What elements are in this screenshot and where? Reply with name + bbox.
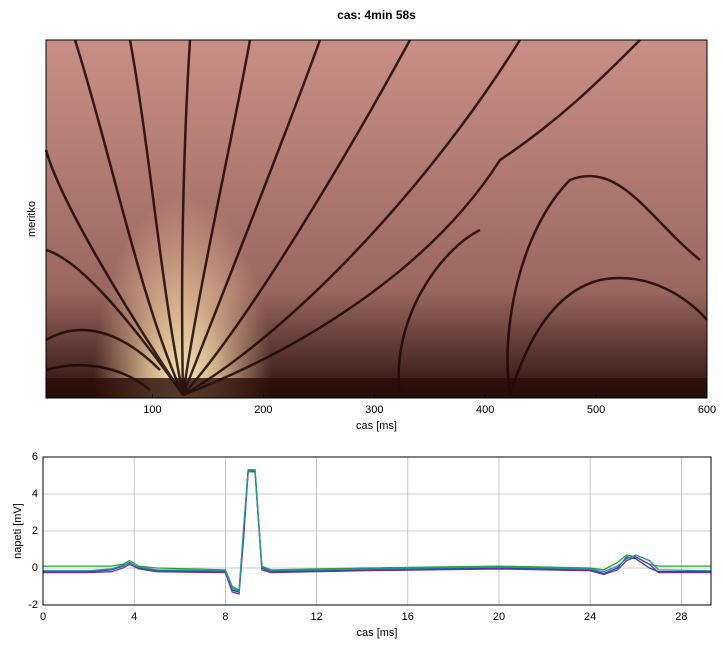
scalogram-floor bbox=[46, 378, 707, 398]
x-tick-label: 28 bbox=[675, 611, 687, 623]
x-tick-label: 12 bbox=[310, 611, 322, 623]
x-axis-label: cas [ms] bbox=[356, 420, 397, 432]
x-tick-label: 16 bbox=[402, 611, 414, 623]
line-series bbox=[43, 469, 712, 593]
y-axis-label: napeti [mV] bbox=[12, 503, 24, 559]
x-axis-label: cas [ms] bbox=[357, 627, 398, 639]
x-tick-label: 200 bbox=[254, 404, 272, 416]
scalogram bbox=[44, 39, 708, 398]
x-tick-label: 4 bbox=[131, 611, 137, 623]
axes-frame bbox=[42, 456, 712, 606]
y-tick-label: 2 bbox=[32, 525, 38, 537]
axes-frame bbox=[45, 39, 708, 399]
x-tick-label: 24 bbox=[584, 611, 596, 623]
x-tick-label: 20 bbox=[493, 611, 505, 623]
y-axis-label: meritko bbox=[26, 201, 38, 237]
x-tick-label: 400 bbox=[476, 404, 494, 416]
y-tick-label: 4 bbox=[32, 488, 38, 500]
x-tick-label: 600 bbox=[698, 404, 716, 416]
x-tick-label: 8 bbox=[222, 611, 228, 623]
y-tick-label: 6 bbox=[32, 451, 38, 463]
y-tick-label: 0 bbox=[32, 562, 38, 574]
y-tick-label: -2 bbox=[28, 599, 38, 611]
scalogram-ridges bbox=[44, 39, 708, 397]
x-tick-label: 500 bbox=[587, 404, 605, 416]
x-tick-label: 300 bbox=[365, 404, 383, 416]
x-tick-label: 100 bbox=[143, 404, 161, 416]
x-tick-label: 0 bbox=[40, 611, 46, 623]
chart-title: cas: 4min 58s bbox=[337, 8, 416, 22]
